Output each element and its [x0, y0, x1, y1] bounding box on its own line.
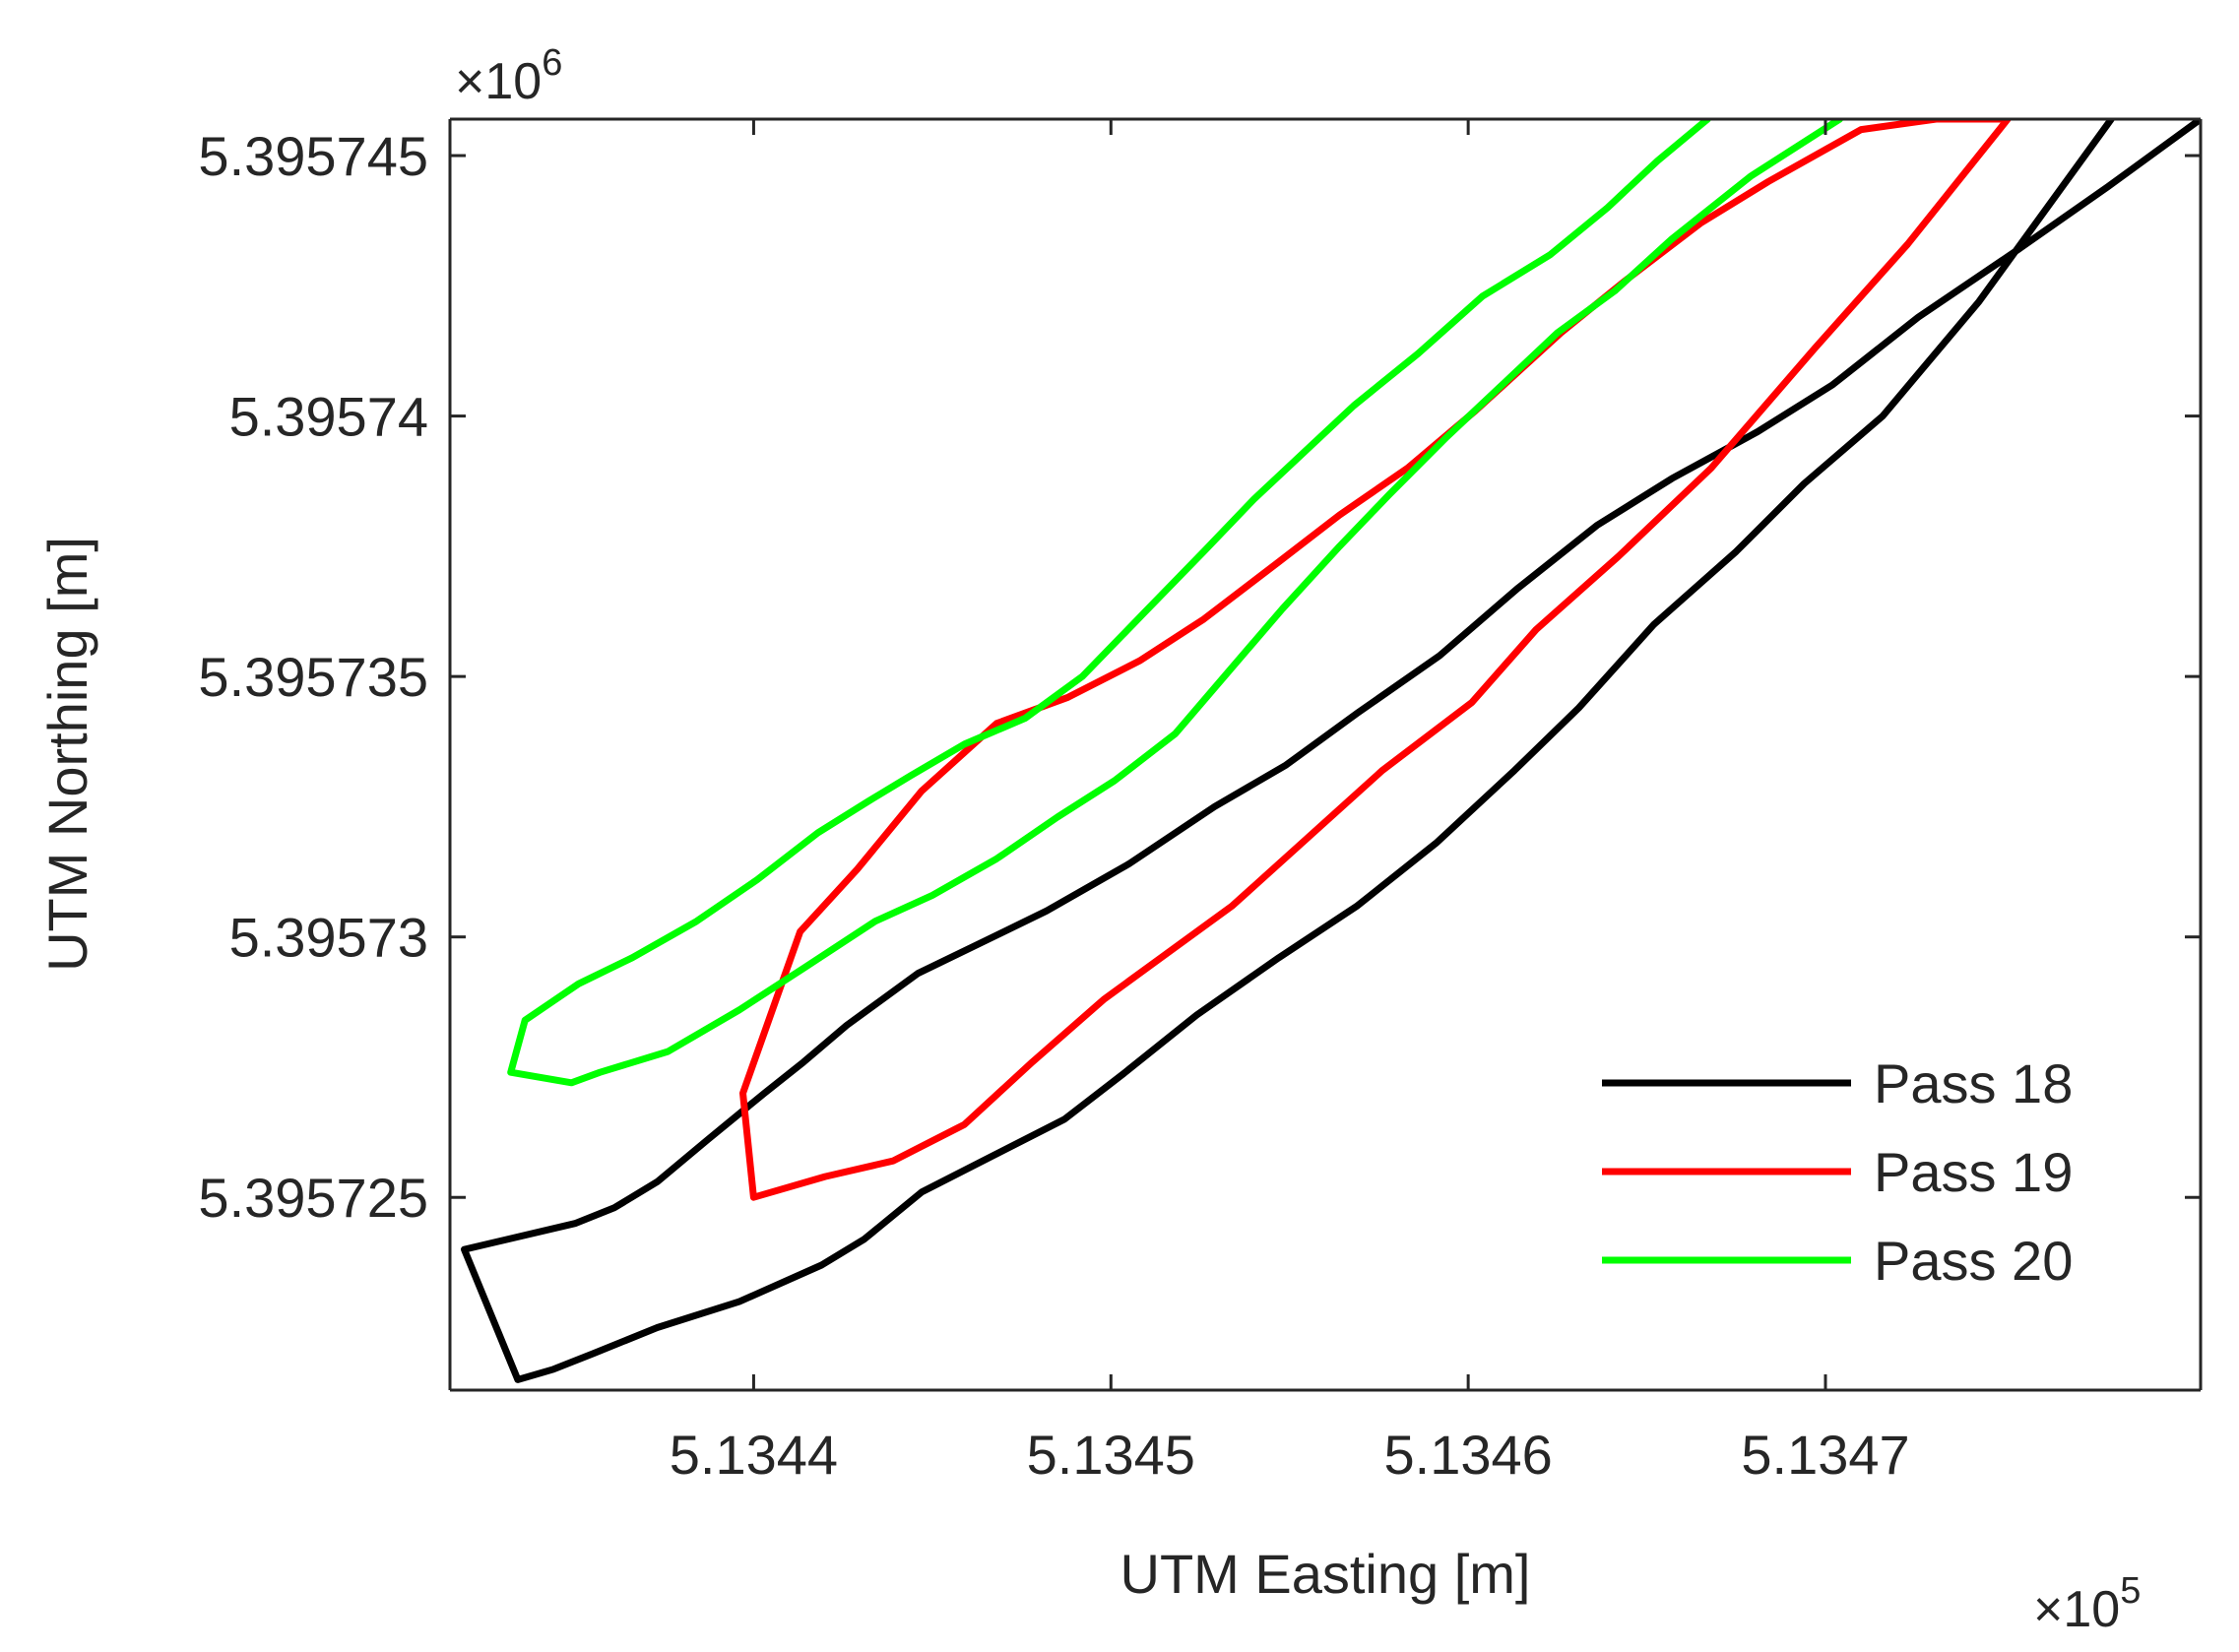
y-tick-label: 5.395735	[198, 646, 428, 708]
y-tick-label: 5.395725	[198, 1167, 428, 1229]
y-tick-label: 5.39573	[229, 907, 428, 969]
x-exponent-label: ×105	[2033, 1570, 2141, 1638]
y-tick-label: 5.39574	[229, 386, 428, 448]
legend-label-pass-19: Pass 19	[1874, 1141, 2073, 1203]
x-tick-label: 5.1347	[1741, 1424, 1909, 1486]
x-exponent-base: ×10	[2033, 1581, 2120, 1638]
y-tick-label: 5.395745	[198, 125, 428, 187]
legend-label-pass-20: Pass 20	[1874, 1230, 2073, 1292]
series-line-pass-18	[461, 119, 2201, 1383]
x-exponent-power: 5	[2120, 1570, 2141, 1612]
legend: Pass 18 Pass 19 Pass 20	[1602, 1052, 2073, 1292]
y-exponent-base: ×10	[455, 53, 542, 110]
legend-label-pass-18: Pass 18	[1874, 1052, 2073, 1114]
axes: 5.1344 5.1345 5.1346 5.13475.3957255.395735…	[198, 117, 2203, 1486]
series-lines	[461, 119, 2201, 1383]
y-exponent-power: 6	[542, 42, 562, 84]
series-line-pass-20	[507, 119, 1843, 1087]
y-exponent-label: ×106	[455, 42, 562, 110]
x-tick-label: 5.1344	[670, 1424, 838, 1486]
x-axis-label: UTM Easting [m]	[1120, 1543, 1531, 1605]
y-axis-label: UTM Northing [m]	[36, 537, 98, 972]
x-tick-label: 5.1346	[1384, 1424, 1553, 1486]
x-tick-label: 5.1345	[1027, 1424, 1195, 1486]
